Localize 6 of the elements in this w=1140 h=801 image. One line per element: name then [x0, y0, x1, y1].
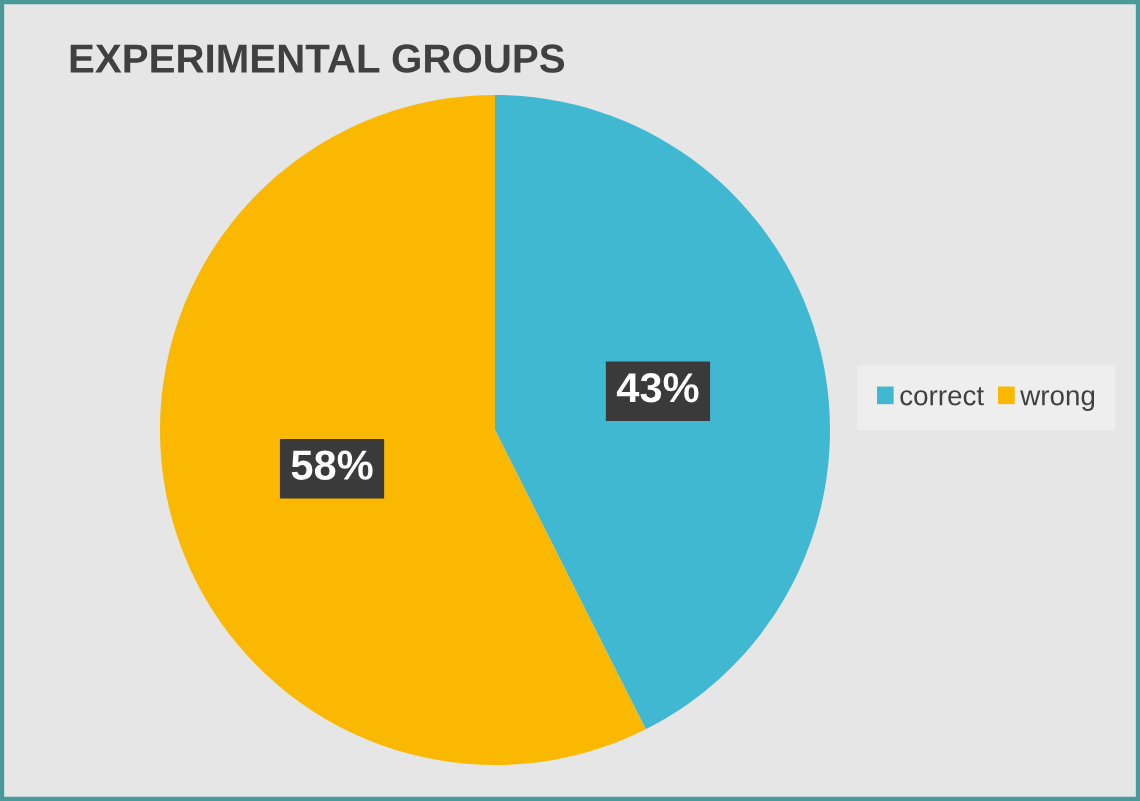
data-label: 43% [616, 372, 699, 403]
legend-label: wrong [1020, 390, 1095, 411]
pie-slice [495, 95, 830, 730]
chart-title: EXPERIMENTAL GROUPS [70, 44, 565, 73]
data-label: 58% [291, 450, 373, 480]
legend-label: correct [900, 387, 984, 406]
